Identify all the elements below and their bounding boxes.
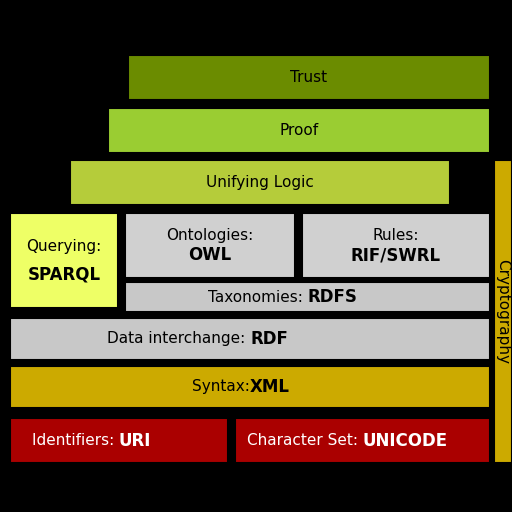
Text: Cryptography: Cryptography [496,259,510,364]
Text: Trust: Trust [290,70,328,85]
Text: Data interchange:: Data interchange: [107,331,250,347]
Bar [10,318,490,360]
Bar [494,160,512,463]
Text: UNICODE: UNICODE [362,432,447,450]
Bar [10,213,118,308]
Bar [70,160,450,205]
Bar [128,55,490,100]
Text: SPARQL: SPARQL [28,266,100,284]
Text: Syntax:: Syntax: [192,379,250,395]
Text: OWL: OWL [188,246,231,264]
Text: Character Set:: Character Set: [247,433,362,448]
Text: Querying:: Querying: [27,239,101,254]
Text: XML: XML [250,378,290,396]
Bar [10,418,228,463]
Text: Ontologies:: Ontologies: [166,228,253,243]
Text: Proof: Proof [280,123,318,138]
Bar [125,213,295,278]
Text: RDFS: RDFS [308,288,357,306]
Text: Rules:: Rules: [373,228,419,243]
Bar [302,213,490,278]
Text: RIF/SWRL: RIF/SWRL [351,246,441,264]
Bar [108,108,490,153]
Text: URI: URI [119,432,152,450]
Text: RDF: RDF [250,330,288,348]
Bar [235,418,490,463]
Text: Identifiers:: Identifiers: [32,433,119,448]
Text: Unifying Logic: Unifying Logic [206,175,314,190]
Text: Taxonomies:: Taxonomies: [208,289,308,305]
Bar [125,282,490,312]
Bar [10,366,490,408]
